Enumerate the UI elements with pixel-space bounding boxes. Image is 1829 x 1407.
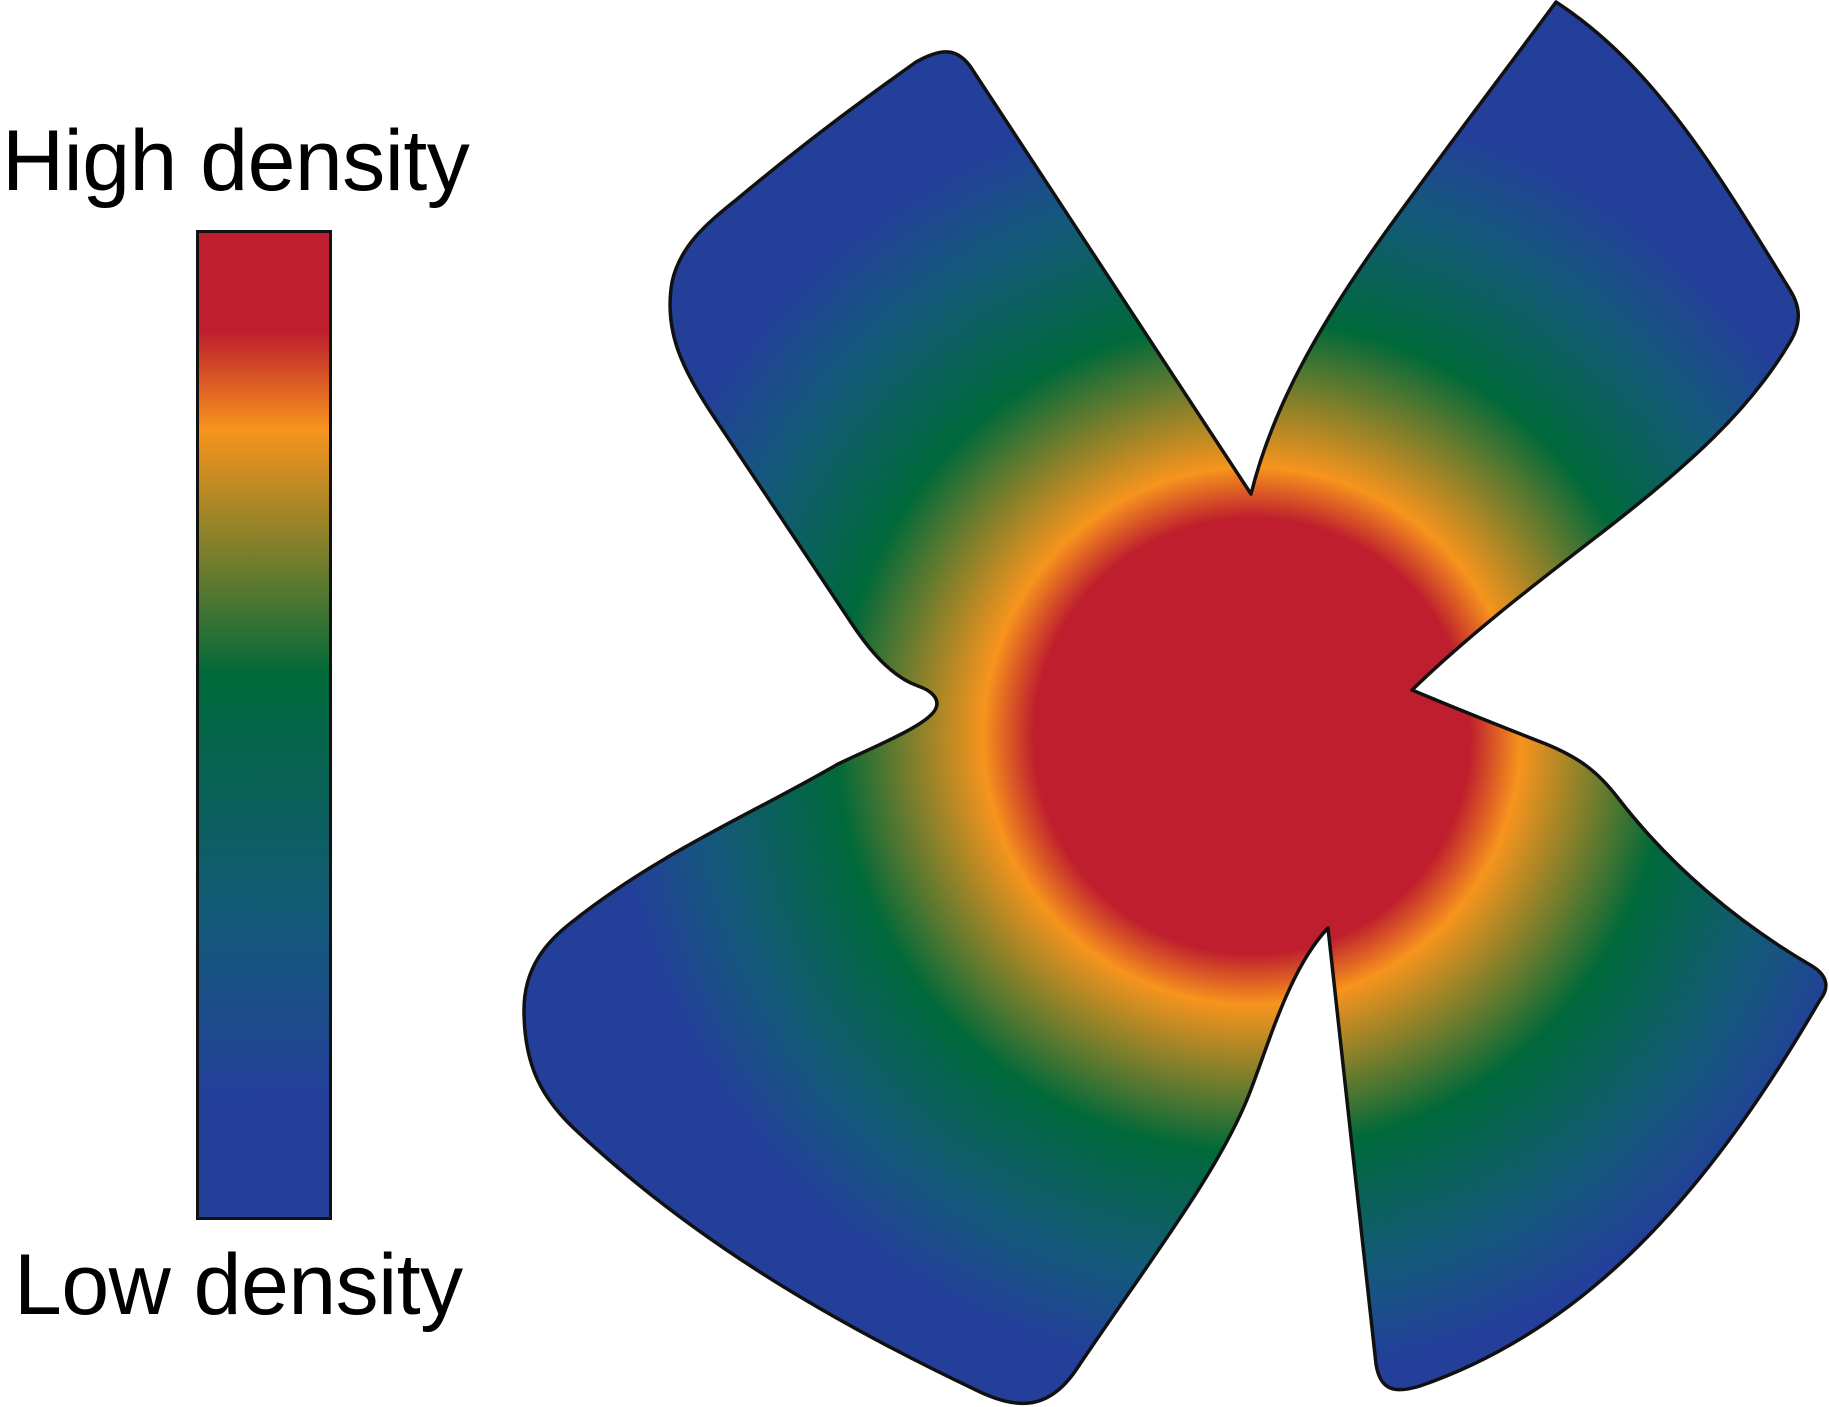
legend-low-label: Low density [14,1237,463,1333]
four-lobed-blob-icon [522,0,1828,1406]
density-color-bar [196,230,332,1220]
legend-high-label: High density [2,113,470,209]
